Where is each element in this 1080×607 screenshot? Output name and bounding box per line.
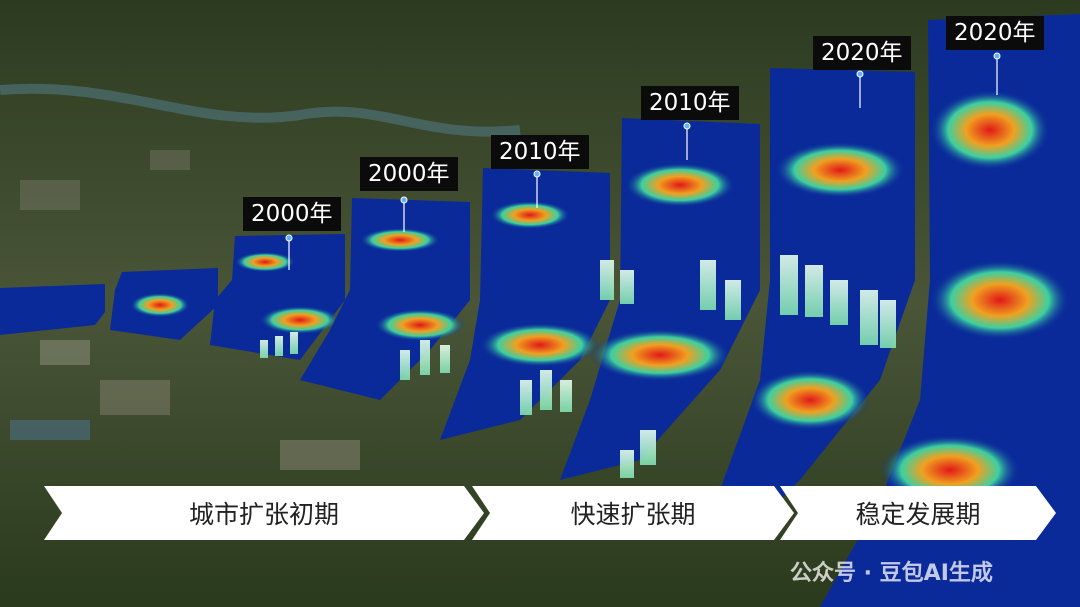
year-label: 2000年 [243, 197, 341, 231]
stage-label: 城市扩张初期 [188, 500, 339, 529]
label-pointers [288, 56, 998, 270]
stage-arrow-stable: 稳定发展期 [780, 486, 1056, 540]
year-label: 2010年 [491, 135, 589, 169]
year-label: 2020年 [946, 16, 1044, 50]
stage-label: 快速扩张期 [570, 500, 696, 529]
year-label: 2000年 [360, 157, 458, 191]
buildings [260, 255, 896, 478]
stage-arrow-initial: 城市扩张初期 [44, 486, 484, 540]
label-pointer-dots [285, 52, 1001, 242]
stage-label: 稳定发展期 [855, 500, 981, 529]
heatmap-panel [440, 168, 610, 440]
watermark: 公众号 · 豆包AI生成 [790, 561, 993, 586]
heatmap-panel [0, 284, 105, 335]
year-label: 2020年 [813, 36, 911, 70]
year-label: 2010年 [641, 86, 739, 120]
terrain-texture [10, 150, 360, 470]
river [0, 83, 521, 137]
stage-arrow-rapid: 快速扩张期 [472, 486, 794, 540]
heatmap-panel [560, 118, 760, 480]
